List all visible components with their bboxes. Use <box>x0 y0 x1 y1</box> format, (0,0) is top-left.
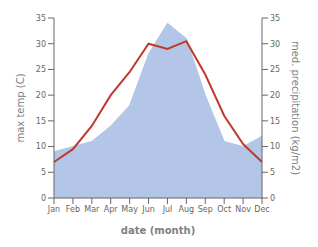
svg-text:0: 0 <box>41 194 46 203</box>
svg-text:0: 0 <box>270 194 275 203</box>
svg-text:Oct: Oct <box>217 205 231 214</box>
svg-text:Feb: Feb <box>66 205 80 214</box>
svg-text:30: 30 <box>36 40 46 49</box>
svg-text:25: 25 <box>270 65 280 74</box>
svg-text:date (month): date (month) <box>121 225 195 236</box>
svg-text:10: 10 <box>270 142 280 151</box>
svg-text:15: 15 <box>270 117 280 126</box>
svg-text:Dec: Dec <box>254 205 269 214</box>
svg-text:Apr: Apr <box>104 205 119 214</box>
svg-text:20: 20 <box>270 91 280 100</box>
svg-text:Sep: Sep <box>198 205 213 214</box>
svg-text:35: 35 <box>270 14 280 23</box>
svg-text:35: 35 <box>36 14 46 23</box>
svg-text:Jun: Jun <box>141 205 155 214</box>
svg-text:5: 5 <box>41 168 46 177</box>
svg-text:med. precipitation (kg/m2): med. precipitation (kg/m2) <box>290 41 301 175</box>
svg-text:Jan: Jan <box>47 205 60 214</box>
svg-text:Aug: Aug <box>179 205 195 214</box>
svg-text:5: 5 <box>270 168 275 177</box>
svg-text:max temp (C): max temp (C) <box>15 73 26 142</box>
svg-text:15: 15 <box>36 117 46 126</box>
svg-text:Jul: Jul <box>162 205 173 214</box>
svg-text:20: 20 <box>36 91 46 100</box>
svg-text:May: May <box>121 205 138 214</box>
svg-text:25: 25 <box>36 65 46 74</box>
svg-text:Mar: Mar <box>84 205 100 214</box>
svg-text:30: 30 <box>270 40 280 49</box>
svg-text:10: 10 <box>36 142 46 151</box>
svg-text:Nov: Nov <box>235 205 251 214</box>
